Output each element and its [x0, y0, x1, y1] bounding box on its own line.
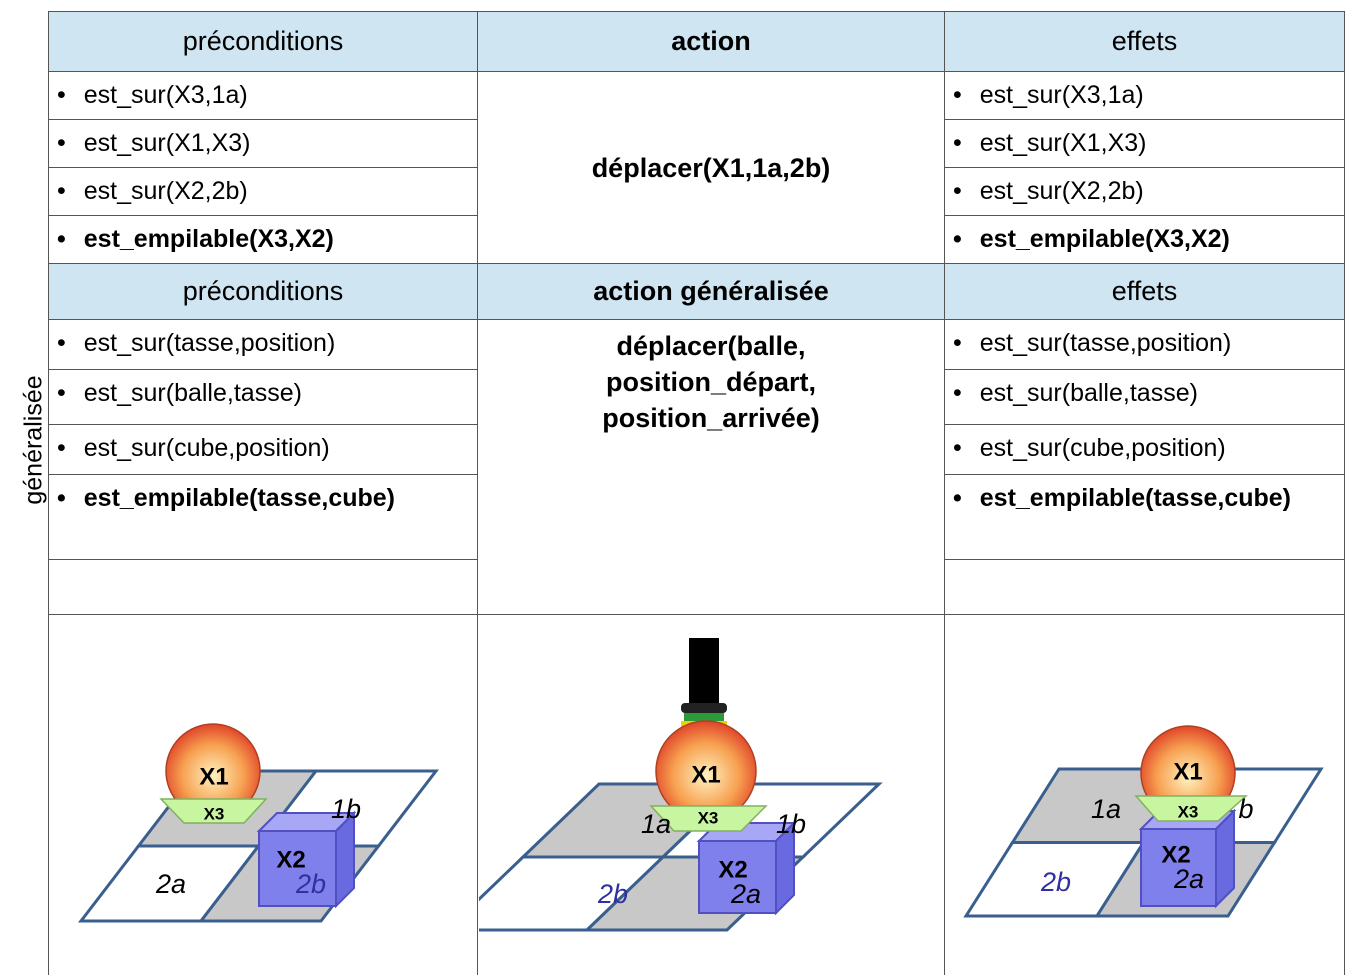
side-label: généralisée: [19, 375, 48, 505]
list-item: est_empilable(tasse,cube): [945, 475, 1345, 560]
list-item: est_sur(cube,position): [48, 425, 478, 475]
cube-front: [1140, 828, 1217, 907]
list-item: est_sur(X3,1a): [48, 72, 478, 120]
gripper-arm: [689, 638, 719, 703]
image-cell: [48, 615, 478, 975]
list-item: est_sur(X2,2b): [945, 168, 1345, 216]
header-cell: action généralisée: [478, 264, 945, 320]
scene-label: X2: [718, 856, 747, 883]
scene-label: X2: [1161, 841, 1190, 868]
scene: X1 X3 1b X2 2a 2b: [77, 723, 440, 923]
header-cell: effets: [945, 264, 1345, 320]
image-cell: [945, 615, 1345, 975]
gripper-ring: [681, 703, 727, 713]
cube-front: [698, 840, 777, 914]
list-item: est_sur(tasse,position): [48, 320, 478, 370]
scene-label: X1: [1173, 758, 1202, 785]
header-cell: préconditions: [48, 264, 478, 320]
scene-label: 2a: [1173, 864, 1204, 894]
scene-label: 2b: [597, 879, 628, 909]
scene-label: X3: [204, 804, 225, 823]
scene-label: 1b: [331, 794, 361, 824]
list-item: est_sur(X3,1a): [945, 72, 1345, 120]
action-line: position_arrivée): [602, 403, 820, 433]
list-item: est_sur(balle,tasse): [945, 370, 1345, 425]
scene-label: 2b: [1040, 867, 1071, 897]
table-border: [48, 11, 1345, 12]
cup: [649, 805, 768, 832]
header-cell: action: [478, 12, 945, 72]
scene-label: X1: [691, 761, 720, 788]
list-item: est_sur(tasse,position): [945, 320, 1345, 370]
scene-label: 2b: [295, 869, 326, 899]
list-item: est_sur(X1,X3): [945, 120, 1345, 168]
scene-label: X3: [1178, 802, 1199, 821]
action-cell: déplacer(balle, position_départ, position_…: [478, 320, 945, 615]
list-item: est_sur(cube,position): [945, 425, 1345, 475]
action: déplacer(X1,1a,2b): [591, 152, 831, 183]
empty-cell: [945, 560, 1345, 615]
cube-front: [258, 830, 337, 907]
list-item: est_sur(balle,tasse): [48, 370, 478, 425]
list-item: est_sur(X1,X3): [48, 120, 478, 168]
image-cell: [478, 615, 945, 975]
list-item: est_empilable(X3,X2): [945, 216, 1345, 264]
scene-label: X1: [199, 763, 228, 790]
action-line: position_départ,: [605, 367, 816, 397]
scene-label: X2: [276, 846, 305, 873]
action-cell: déplacer(X1,1a,2b): [478, 72, 945, 264]
cube-side: [335, 810, 355, 909]
list-item: est_empilable(tasse,cube): [48, 475, 478, 560]
scene-label: 1a: [1091, 794, 1121, 824]
cup: [159, 798, 268, 824]
scene-label: 1b: [776, 809, 806, 839]
list-item: est_empilable(X3,X2): [48, 216, 478, 264]
empty-cell: [48, 560, 478, 615]
header-cell: effets: [945, 12, 1345, 72]
cup: [1134, 795, 1248, 822]
gripper-ring: [684, 713, 724, 721]
list-item: est_sur(X2,2b): [48, 168, 478, 216]
action-line: déplacer(balle,: [616, 331, 806, 361]
scene-label: X3: [698, 808, 719, 827]
scene-label: b: [1238, 794, 1253, 824]
scene-label: 2a: [730, 879, 761, 909]
scene-label: 1a: [641, 809, 671, 839]
cube-side: [1215, 808, 1235, 909]
header-cell: préconditions: [48, 12, 478, 72]
scene-label: 2a: [155, 869, 186, 899]
